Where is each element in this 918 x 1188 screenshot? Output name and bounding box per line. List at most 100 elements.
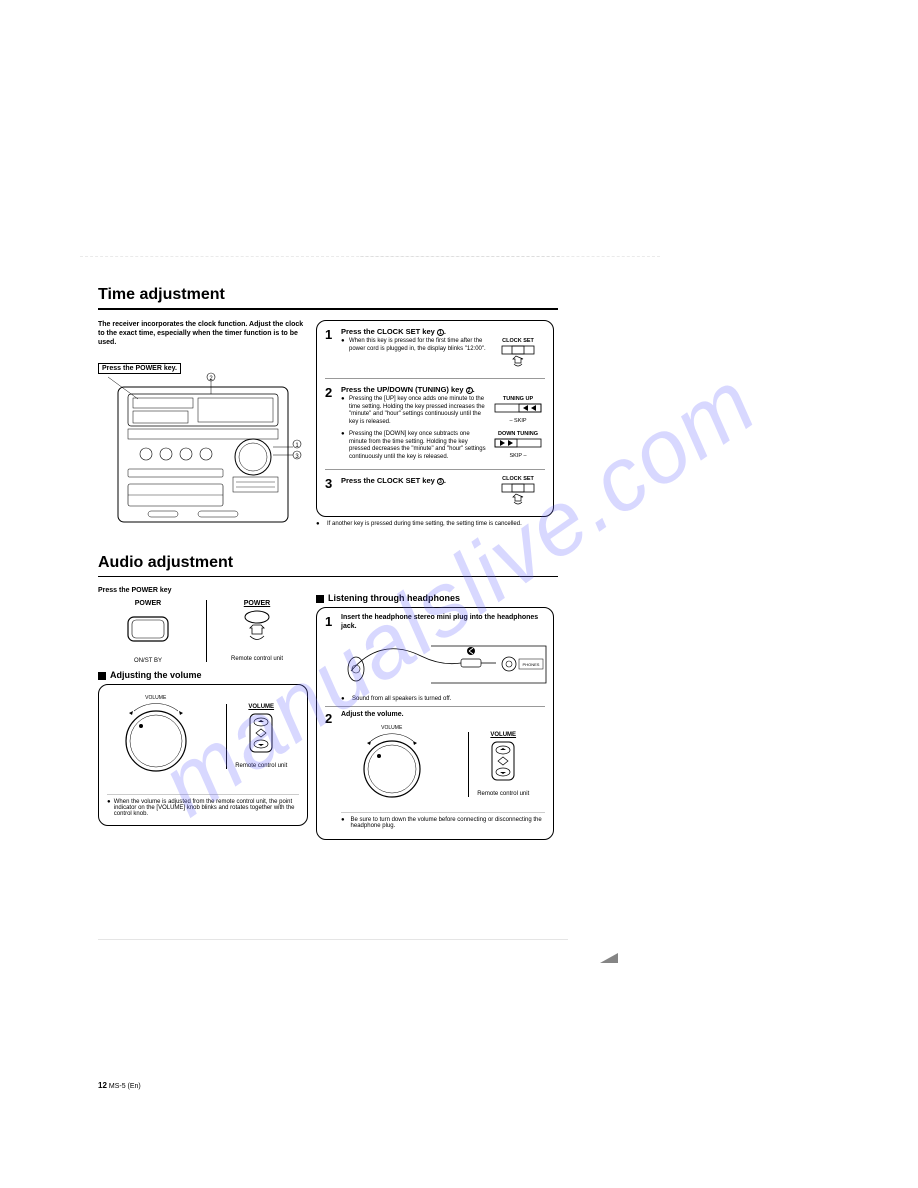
up-button-icon: [493, 402, 543, 416]
top-dash-right: [360, 256, 660, 257]
steps-box: 1 Press the CLOCK SET key 1. ●When this …: [316, 320, 554, 517]
remote-label-2: Remote control unit: [235, 763, 287, 769]
section1-footnote-text: If another key is pressed during time se…: [327, 521, 522, 527]
device-illustration-wrap: Press the POWER key.: [98, 369, 308, 534]
step-3: 3 Press the CLOCK SET key 3. CLOCK SET: [325, 476, 545, 510]
hp-volume-remote: VOLUME Remote cont: [468, 732, 529, 797]
step-3-title: Press the CLOCK SET key 3.: [341, 476, 487, 485]
square-bullet-1: [98, 672, 106, 680]
section1-left: The receiver incorporates the clock func…: [98, 320, 308, 534]
step-3-title-a: Press the CLOCK SET key: [341, 476, 437, 485]
step-3-num: 3: [325, 476, 337, 510]
power-row: POWER ON/ST BY POWER Remote: [98, 600, 308, 664]
step-3-title-b: .: [444, 476, 446, 485]
step-2-title-a: Press the UP/DOWN (TUNING) key: [341, 385, 466, 394]
volume-inner-left: VOLUME VOLUME: [107, 693, 299, 780]
clock-set-button-icon-3: [498, 482, 538, 508]
section1-rule: [98, 308, 558, 310]
adjusting-volume-text: Adjusting the volume: [110, 670, 202, 680]
section2-rule: [98, 576, 558, 577]
phones-jack-label: PHONES: [523, 662, 540, 667]
hp-footnote: ●Be sure to turn down the volume before …: [341, 812, 545, 829]
section1-footnote: ●If another key is pressed during time s…: [316, 521, 554, 527]
page-curl-icon: [600, 953, 618, 963]
adjusting-volume-head: Adjusting the volume: [98, 670, 308, 680]
volume-knob-icon-2: [357, 731, 427, 801]
step-1-bullet-0: When this key is pressed for the first t…: [349, 338, 487, 353]
bottom-hairline: [98, 939, 568, 940]
hp-footnote-text: Be sure to turn down the volume before c…: [351, 817, 545, 829]
step-2-icon-down: DOWN TUNING SKIP –: [491, 431, 545, 463]
hp-step-1-note-text: Sound from all speakers is turned off.: [352, 696, 451, 702]
step-2-circ: 2: [466, 387, 473, 394]
press-power-label: Press the POWER key: [98, 587, 308, 594]
square-bullet-2: [316, 595, 324, 603]
step-2-bullets-b: ●Pressing the [DOWN] key once subtracts …: [341, 431, 487, 463]
section1-body: The receiver incorporates the clock func…: [98, 320, 558, 534]
volume-remote-wrap: VOLUME Remote control unit: [226, 704, 287, 769]
volume-knob-icon: [119, 701, 193, 775]
step-1-body: Press the CLOCK SET key 1. ●When this ke…: [341, 327, 545, 372]
volume-footnote-left: ●When the volume is adjusted from the re…: [107, 794, 299, 817]
hp-volume-inner: VOLUME: [341, 723, 545, 806]
section2-body: Press the POWER key POWER ON/ST BY POWER: [98, 587, 558, 840]
step-1-num: 1: [325, 327, 337, 372]
volume-remote-icon: [246, 710, 276, 756]
step-1-circ: 1: [437, 329, 444, 336]
svg-text:2: 2: [209, 376, 213, 382]
power-button-icon: [118, 609, 178, 649]
step-1-icon: CLOCK SET: [491, 338, 545, 372]
hp-step-1-note: ●Sound from all speakers is turned off.: [341, 696, 551, 702]
step-2-bullet-1: Pressing the [DOWN] key once subtracts o…: [349, 431, 487, 461]
section1-title: Time adjustment: [98, 286, 558, 304]
section2-right: Listening through headphones 1 Insert th…: [316, 587, 554, 840]
volume-remote-icon-2: [488, 738, 518, 784]
step-1-title-a: Press the CLOCK SET key: [341, 327, 437, 336]
hp-step-2-title: Adjust the volume.: [341, 711, 545, 719]
clock-set-button-icon: [498, 344, 538, 370]
step-2-bullet-0: Pressing the [UP] key once adds one minu…: [349, 396, 487, 426]
step-2-body: Press the UP/DOWN (TUNING) key 2. ●Press…: [341, 385, 545, 463]
section2-title: Audio adjustment: [98, 554, 558, 572]
headphones-title-text: Listening through headphones: [328, 593, 460, 603]
section1-intro: The receiver incorporates the clock func…: [98, 320, 308, 347]
hp-step-1-num: 1: [325, 614, 337, 702]
skip-label-a: – SKIP: [491, 418, 545, 424]
step-2-title: Press the UP/DOWN (TUNING) key 2.: [341, 385, 545, 394]
volume-box-left: VOLUME VOLUME: [98, 684, 308, 826]
power-remote: POWER Remote control unit: [206, 600, 301, 662]
headphone-jack-illustration: PHONES: [341, 631, 551, 689]
power-word-1: POWER: [98, 600, 198, 607]
onoff-label: ON/ST BY: [98, 658, 198, 664]
receiver-illustration: 2 1 3: [98, 369, 308, 529]
step-3-circ: 3: [437, 478, 444, 485]
remote-label-3: Remote control unit: [477, 791, 529, 797]
headphone-box: 1 Insert the headphone stereo mini plug …: [316, 607, 554, 840]
step-1-title: Press the CLOCK SET key 1.: [341, 327, 545, 336]
svg-text:3: 3: [295, 454, 299, 460]
manual-page: Time adjustment The receiver incorporate…: [98, 286, 558, 840]
step-2-num: 2: [325, 385, 337, 463]
hp-step-2-num: 2: [325, 711, 337, 829]
hp-step-1-title: Insert the headphone stereo mini plug in…: [341, 614, 551, 631]
hp-volume-knob: VOLUME: [357, 723, 427, 806]
step-3-body: Press the CLOCK SET key 3. CLOCK SET: [341, 476, 545, 510]
hp-step-2: 2 Adjust the volume. VOLUME: [325, 711, 545, 829]
remote-label-1: Remote control unit: [213, 656, 301, 662]
hp-divider: [325, 706, 545, 707]
step-2: 2 Press the UP/DOWN (TUNING) key 2. ●Pre…: [325, 385, 545, 470]
skip-label-b: SKIP –: [491, 453, 545, 459]
section2-left: Press the POWER key POWER ON/ST BY POWER: [98, 587, 308, 840]
step-2-bullets-a: ●Pressing the [UP] key once adds one min…: [341, 396, 487, 428]
headphones-head: Listening through headphones: [316, 593, 554, 603]
down-button-icon: [493, 437, 543, 451]
step-1: 1 Press the CLOCK SET key 1. ●When this …: [325, 327, 545, 379]
power-main-unit: POWER ON/ST BY: [98, 600, 198, 664]
step-2-icon-up: TUNING UP – SKIP: [491, 396, 545, 428]
step-3-icon: CLOCK SET: [491, 476, 545, 510]
step-1-bullets: ●When this key is pressed for the first …: [341, 338, 487, 372]
vol-footnote-text: When the volume is adjusted from the rem…: [114, 799, 299, 817]
step-2-title-b: .: [473, 385, 475, 394]
power-key-callout: Press the POWER key.: [98, 363, 181, 374]
power-remote-icon: [237, 609, 277, 647]
